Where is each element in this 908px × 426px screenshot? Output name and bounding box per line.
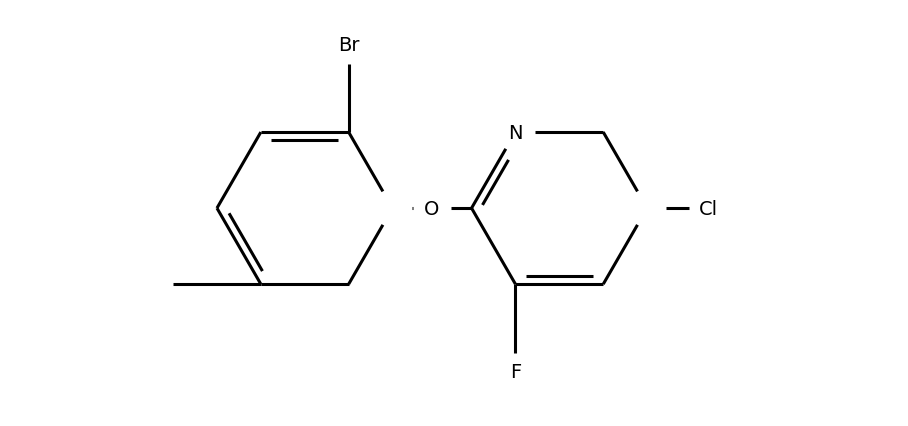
Text: O: O (424, 199, 439, 218)
Text: N: N (508, 123, 523, 142)
Text: Br: Br (338, 36, 360, 55)
Text: Cl: Cl (699, 199, 718, 218)
Text: F: F (509, 363, 521, 382)
